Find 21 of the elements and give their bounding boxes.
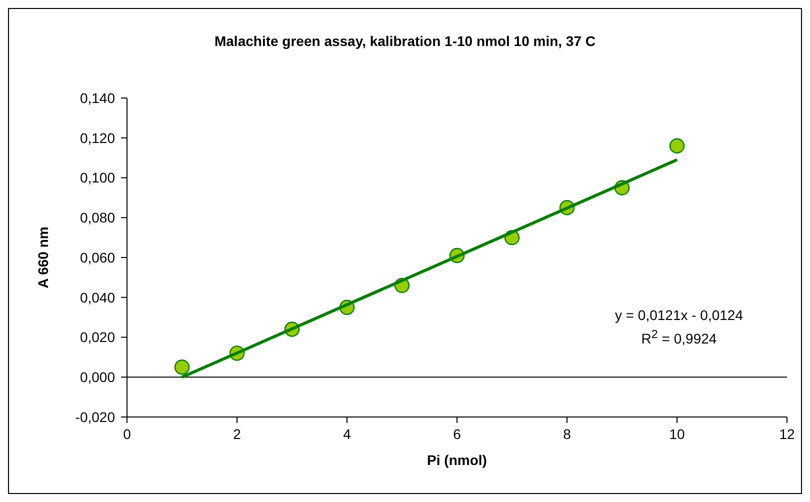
chart-title: Malachite green assay, kalibration 1-10 nmol 10 min, 37 C <box>213 33 596 49</box>
annotation: R$^{2}$ = 0,9924 <box>640 327 718 349</box>
x-tick-label: 4 <box>343 426 352 442</box>
y-tick-label: 0,080 <box>80 210 116 226</box>
x-axis-title: Pi (nmol) <box>427 452 487 468</box>
x-tick-label: 2 <box>233 426 242 442</box>
x-tick-label: 10 <box>669 426 685 442</box>
y-tick-label: 0,020 <box>80 329 116 346</box>
x-tick-label: 0 <box>123 426 132 442</box>
x-tick-label: 8 <box>563 426 572 442</box>
y-tick-label: 0,060 <box>80 249 116 266</box>
y-tick-label: 0,140 <box>80 90 116 106</box>
y-tick-label: 0,000 <box>80 369 116 386</box>
annotation: y = 0,0121x - 0,0124 <box>614 306 744 325</box>
y-tick-label: -0,020 <box>75 408 116 425</box>
y-tick-label: 0,040 <box>80 289 116 306</box>
x-tick-label: 6 <box>453 426 462 442</box>
y-tick-label: 0,100 <box>80 170 116 186</box>
y-axis-title: A 660 nm <box>34 226 51 288</box>
x-tick-label: 12 <box>779 426 795 442</box>
y-tick-label: 0,120 <box>80 130 116 146</box>
